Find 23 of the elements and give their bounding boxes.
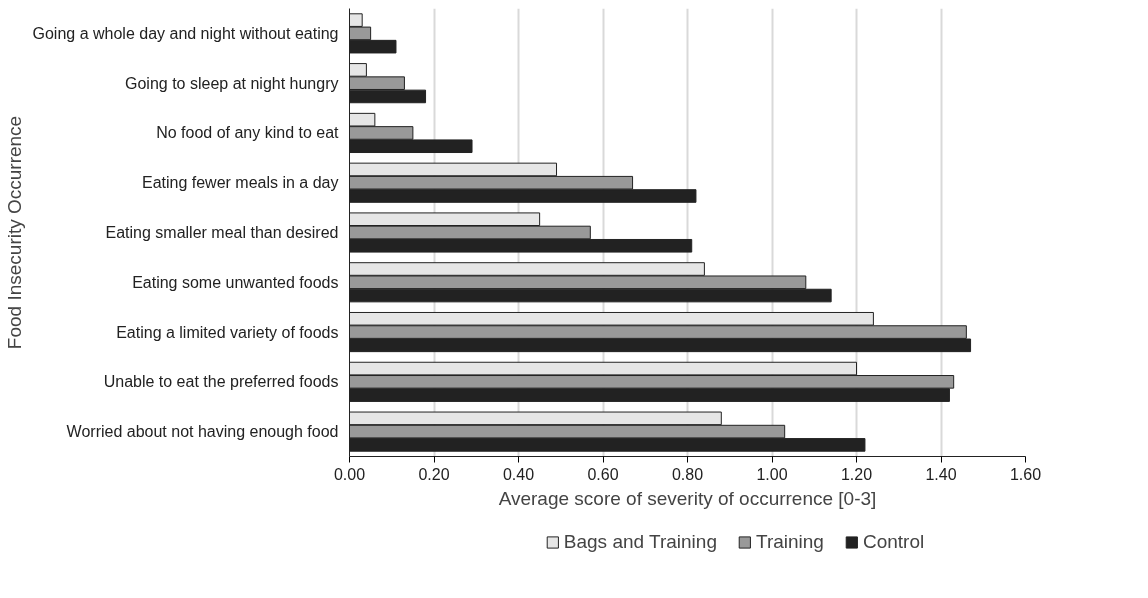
y-tick-label: Eating a limited variety of foods bbox=[116, 323, 339, 341]
x-tick-label: 0.80 bbox=[671, 465, 704, 483]
x-tick-label: 0.60 bbox=[587, 465, 619, 483]
x-tick-label: 0.40 bbox=[502, 465, 535, 483]
y-tick-label: No food of any kind to eat bbox=[156, 124, 340, 142]
legend-label: Bags and Training bbox=[563, 531, 717, 553]
y-tick-label: Eating smaller meal than desired bbox=[105, 224, 339, 241]
x-tick-label: 1.60 bbox=[1009, 465, 1042, 483]
y-axis-title: Food Insecurity Occurrence bbox=[3, 115, 25, 350]
y-tick-label: Going a whole day and night without eating bbox=[32, 24, 339, 42]
legend-label: Control bbox=[862, 531, 925, 553]
x-tick-label: 0.20 bbox=[418, 465, 450, 483]
x-tick-label: 1.20 bbox=[840, 465, 873, 483]
x-tick-label: 0.00 bbox=[333, 465, 366, 483]
y-tick-label: Eating fewer meals in a day bbox=[141, 174, 339, 192]
x-axis-title: Average score of severity of occurrence [0-3] bbox=[498, 487, 877, 509]
legend-label: Training bbox=[755, 531, 824, 553]
y-tick-label: Unable to eat the preferred foods bbox=[103, 373, 339, 391]
y-tick-label: Going to sleep at night hungry bbox=[125, 74, 339, 92]
y-tick-label: Worried about not having enough food bbox=[66, 423, 339, 441]
x-tick-label: 1.00 bbox=[756, 465, 788, 483]
x-tick-label: 1.40 bbox=[925, 465, 957, 483]
y-tick-label: Eating some unwanted foods bbox=[132, 273, 339, 291]
